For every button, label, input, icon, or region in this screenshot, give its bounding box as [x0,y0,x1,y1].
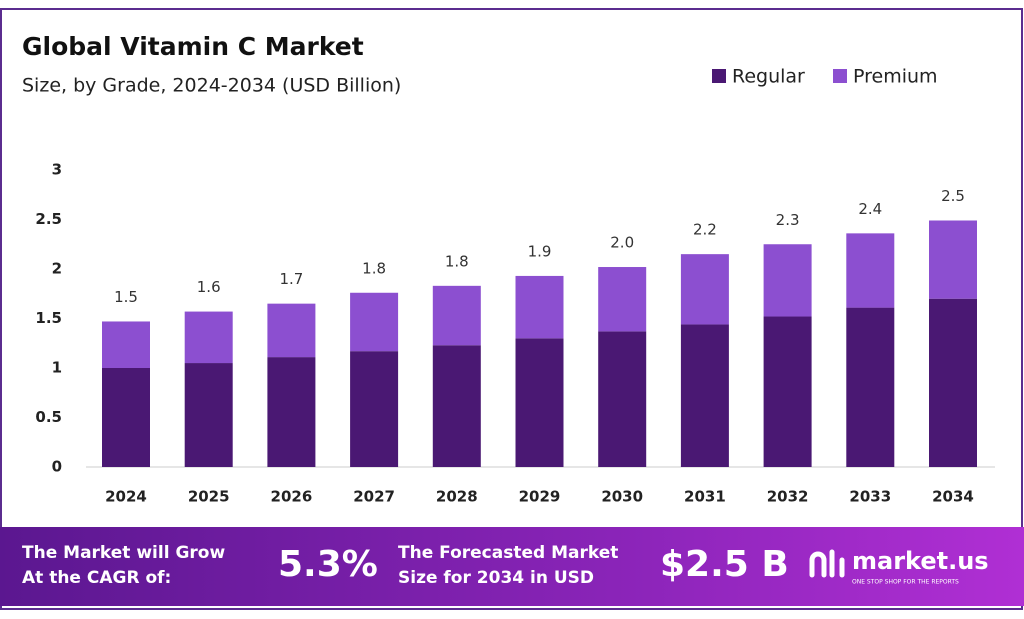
y-tick-label: 2.5 [35,210,62,228]
bar-segment [184,363,233,467]
bar-segment [267,357,316,467]
bar-segment [929,220,977,299]
bar-segment [598,331,647,467]
x-tick-label: 2026 [271,488,313,506]
bar-segment [515,275,564,339]
footer-forecast: $2.5 B [660,544,789,585]
bar-segment [267,303,316,358]
legend-label: Regular [732,66,805,88]
x-tick-label: 2033 [849,488,891,506]
bar-segment [515,338,564,467]
bar-segment [184,311,233,364]
brand: market.us [852,547,989,575]
x-tick-label: 2029 [519,488,561,506]
bar-segment [350,292,399,352]
bar-segment [929,298,977,467]
x-tick-label: 2024 [105,488,147,506]
bar-segment [432,285,481,346]
value-label: 2.4 [858,200,882,218]
footer-text: The Forecasted Market [398,543,618,563]
value-label: 1.7 [279,270,303,288]
bar-segment [102,321,150,368]
frame [0,8,1023,610]
x-tick-label: 2031 [684,488,726,506]
y-tick-label: 2 [52,260,62,278]
chart-subtitle: Size, by Grade, 2024-2034 (USD Billion) [22,75,401,97]
bar-segment [763,316,812,467]
value-label: 1.6 [197,278,221,296]
value-label: 2.3 [776,211,800,229]
x-tick-label: 2032 [767,488,809,506]
bar-segment [680,254,729,325]
x-tick-label: 2027 [353,488,395,506]
footer-text: Size for 2034 in USD [398,568,594,588]
value-label: 1.9 [528,242,552,260]
footer-cagr: 5.3% [278,544,378,585]
y-tick-label: 1 [52,359,62,377]
x-tick-label: 2034 [932,488,974,506]
bar-segment [432,345,481,467]
bar-segment [102,368,150,467]
x-tick-label: 2025 [188,488,230,506]
footer-band [0,527,1024,606]
x-tick-label: 2028 [436,488,478,506]
bar-segment [680,324,729,467]
footer-text: The Market will Grow [22,543,225,563]
value-label: 2.5 [941,187,965,205]
bar-segment [763,244,812,317]
bar-segment [350,351,399,467]
value-label: 2.2 [693,221,717,239]
bar-segment [598,267,647,332]
value-label: 1.8 [445,252,469,270]
legend-swatch [712,69,726,83]
legend-swatch [833,69,847,83]
brand-icon [809,549,845,578]
value-label: 1.8 [362,259,386,277]
y-tick-label: 3 [52,161,62,179]
y-tick-label: 0.5 [35,408,62,426]
chart-title: Global Vitamin C Market [22,32,364,61]
x-tick-label: 2030 [601,488,643,506]
value-label: 2.0 [610,234,634,252]
value-label: 1.5 [114,288,138,306]
bar-segment [846,307,895,467]
legend-label: Premium [853,66,938,88]
bar-segment [846,233,895,308]
tagline: ONE STOP SHOP FOR THE REPORTS [852,579,959,586]
y-tick-label: 0 [52,458,62,476]
footer-text: At the CAGR of: [22,568,171,588]
y-tick-label: 1.5 [35,309,62,327]
